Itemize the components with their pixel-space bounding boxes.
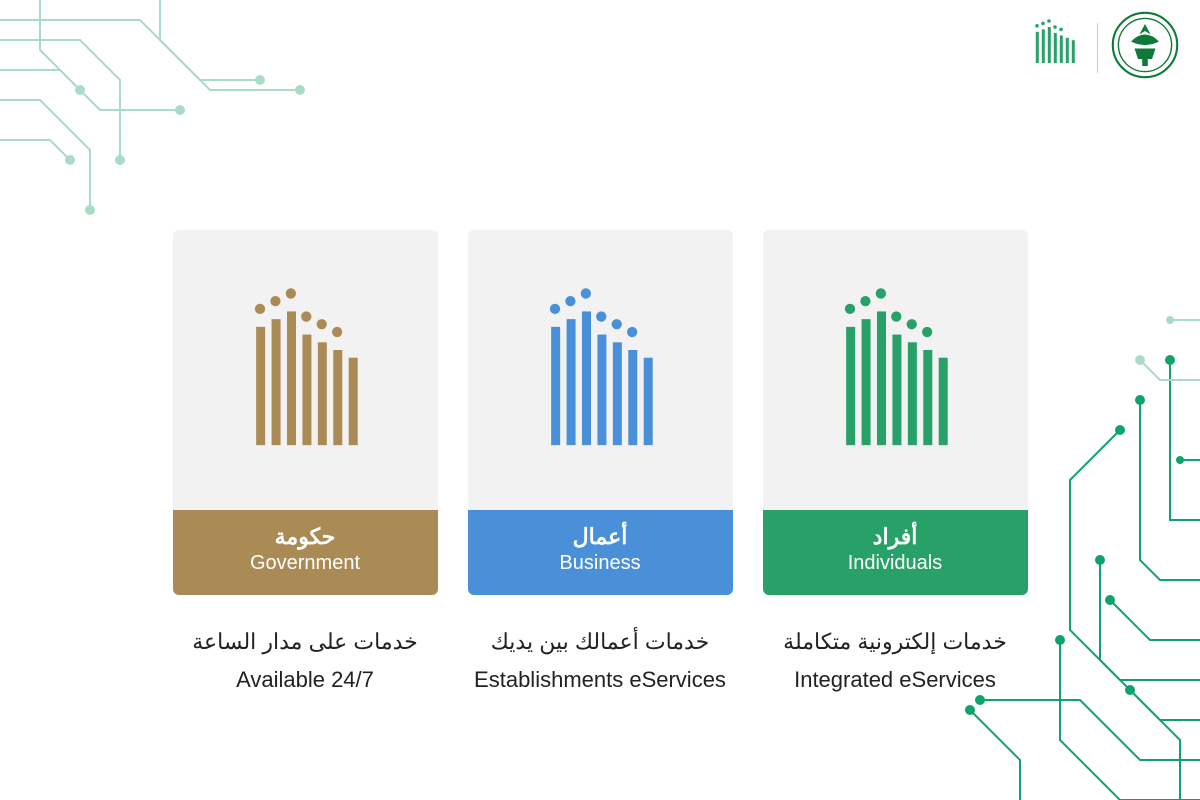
moi-emblem-icon: [1110, 10, 1180, 85]
card-government-tagline-en: Available 24/7: [192, 667, 418, 693]
card-individuals-title-en: Individuals: [763, 552, 1028, 575]
card-business-tagline: خدمات أعمالك بين يديك Establishments eSe…: [474, 629, 726, 693]
absher-logo-icon: [1025, 15, 1085, 80]
service-cards-container: حكومة Government خدمات على مدار الساعة A…: [0, 230, 1200, 693]
card-business-tagline-ar: خدمات أعمالك بين يديك: [474, 629, 726, 655]
card-business[interactable]: أعمال Business خدمات أعمالك بين يديك Est…: [468, 230, 733, 693]
card-individuals-tagline: خدمات إلكترونية متكاملة Integrated eServ…: [783, 629, 1007, 693]
card-individuals-title-ar: أفراد: [763, 524, 1028, 550]
card-government[interactable]: حكومة Government خدمات على مدار الساعة A…: [173, 230, 438, 693]
card-government-logo-area: [173, 230, 438, 510]
card-government-tagline: خدمات على مدار الساعة Available 24/7: [192, 629, 418, 693]
card-individuals-logo-area: [763, 230, 1028, 510]
header: [1025, 10, 1180, 85]
card-government-banner: حكومة Government: [173, 510, 438, 595]
circuit-decoration-left: [0, 0, 360, 240]
absher-government-icon: [240, 278, 370, 463]
card-business-tagline-en: Establishments eServices: [474, 667, 726, 693]
header-divider: [1097, 23, 1098, 73]
absher-business-icon: [535, 278, 665, 463]
card-business-banner: أعمال Business: [468, 510, 733, 595]
card-individuals-tagline-en: Integrated eServices: [783, 667, 1007, 693]
card-individuals[interactable]: أفراد Individuals خدمات إلكترونية متكامل…: [763, 230, 1028, 693]
card-individuals-tagline-ar: خدمات إلكترونية متكاملة: [783, 629, 1007, 655]
card-individuals-banner: أفراد Individuals: [763, 510, 1028, 595]
card-business-title-en: Business: [468, 552, 733, 575]
card-government-title-ar: حكومة: [173, 524, 438, 550]
card-government-title-en: Government: [173, 552, 438, 575]
absher-individuals-icon: [830, 278, 960, 463]
card-government-tagline-ar: خدمات على مدار الساعة: [192, 629, 418, 655]
card-business-title-ar: أعمال: [468, 524, 733, 550]
card-business-logo-area: [468, 230, 733, 510]
